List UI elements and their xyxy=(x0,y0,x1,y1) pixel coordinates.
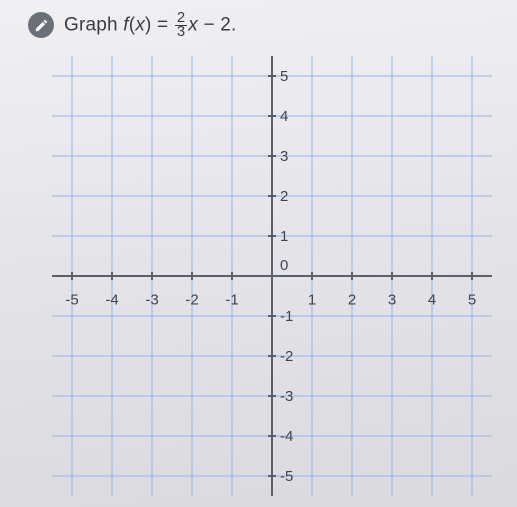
grid-svg: -5 -4 -3 -2 -1 1 2 3 4 5 -5 -4 -3 -2 -1 1 2 3 4 5 0 xyxy=(52,56,492,496)
svg-text:-4: -4 xyxy=(280,428,293,445)
svg-text:1: 1 xyxy=(280,228,288,245)
svg-text:-3: -3 xyxy=(280,388,293,405)
var-x: x xyxy=(188,14,198,35)
fn-arg: x xyxy=(135,14,145,35)
svg-text:-4: -4 xyxy=(105,292,118,309)
problem-header: Graph f(x) = 23x − 2. xyxy=(28,12,507,38)
svg-text:4: 4 xyxy=(428,292,436,309)
svg-text:-2: -2 xyxy=(185,292,198,309)
fraction: 23 xyxy=(175,12,187,38)
svg-text:5: 5 xyxy=(280,68,288,85)
svg-text:2: 2 xyxy=(280,188,288,205)
svg-text:4: 4 xyxy=(280,108,288,125)
pencil-icon xyxy=(28,12,54,38)
svg-text:5: 5 xyxy=(468,292,476,309)
fn-name: f xyxy=(123,14,128,35)
worksheet-page: Graph f(x) = 23x − 2. -5-4-3-2-112345-5-… xyxy=(0,0,517,507)
svg-text:3: 3 xyxy=(388,292,396,309)
svg-text:2: 2 xyxy=(348,292,356,309)
problem-prompt: Graph f(x) = 23x − 2. xyxy=(64,12,236,38)
svg-text:-5: -5 xyxy=(280,468,293,485)
frac-den: 3 xyxy=(175,26,187,39)
prompt-prefix: Graph xyxy=(64,14,123,35)
svg-text:1: 1 xyxy=(308,292,316,309)
svg-text:-1: -1 xyxy=(280,308,293,325)
svg-text:-2: -2 xyxy=(280,348,293,365)
equals: = xyxy=(152,14,174,35)
svg-text:-5: -5 xyxy=(65,292,78,309)
svg-text:3: 3 xyxy=(280,148,288,165)
prompt-tail: − 2. xyxy=(198,14,237,35)
axes xyxy=(52,56,492,496)
svg-text:-3: -3 xyxy=(145,292,158,309)
svg-text:0: 0 xyxy=(280,257,288,274)
svg-text:-1: -1 xyxy=(225,292,238,309)
coordinate-grid[interactable]: -5 -4 -3 -2 -1 1 2 3 4 5 -5 -4 -3 -2 -1 1 2 3 4 5 0 xyxy=(52,56,492,496)
